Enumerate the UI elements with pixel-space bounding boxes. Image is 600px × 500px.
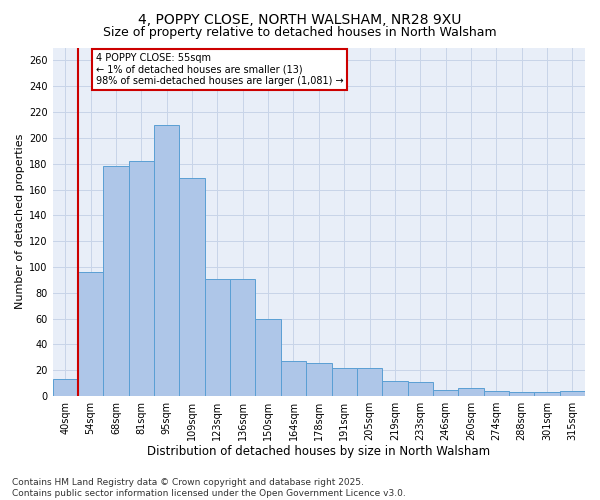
Bar [256,318,281,396]
Bar [205,278,230,396]
Bar [53,380,78,396]
Bar [129,161,154,396]
Text: Contains HM Land Registry data © Crown copyright and database right 2025.
Contai: Contains HM Land Registry data © Crown c… [12,478,406,498]
Bar [458,388,484,396]
Bar [230,278,256,396]
Bar [281,361,306,396]
Bar [78,272,103,396]
Bar [382,380,407,396]
Bar [560,391,585,396]
Bar [484,391,509,396]
Text: 4, POPPY CLOSE, NORTH WALSHAM, NR28 9XU: 4, POPPY CLOSE, NORTH WALSHAM, NR28 9XU [139,12,461,26]
Y-axis label: Number of detached properties: Number of detached properties [15,134,25,310]
Bar [103,166,129,396]
Bar [179,178,205,396]
Bar [306,362,332,396]
Text: Size of property relative to detached houses in North Walsham: Size of property relative to detached ho… [103,26,497,39]
X-axis label: Distribution of detached houses by size in North Walsham: Distribution of detached houses by size … [147,444,490,458]
Bar [509,392,535,396]
Bar [535,392,560,396]
Bar [154,125,179,396]
Bar [433,390,458,396]
Bar [357,368,382,396]
Text: 4 POPPY CLOSE: 55sqm
← 1% of detached houses are smaller (13)
98% of semi-detach: 4 POPPY CLOSE: 55sqm ← 1% of detached ho… [96,53,343,86]
Bar [407,382,433,396]
Bar [332,368,357,396]
